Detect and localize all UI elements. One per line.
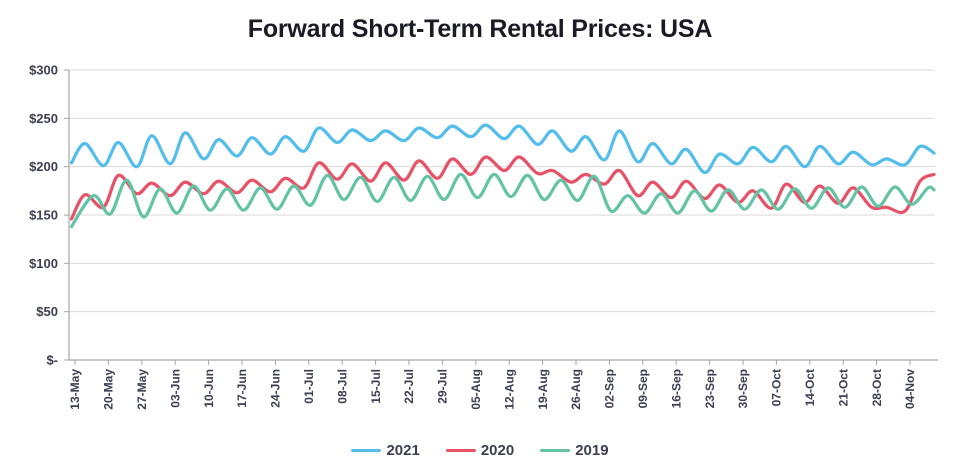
x-tick-label: 09-Sep [636, 369, 650, 408]
x-tick-label: 07-Oct [770, 369, 784, 406]
x-tick-label: 20-May [102, 369, 116, 410]
x-tick-label: 15-Jul [369, 369, 383, 404]
x-tick-label: 14-Oct [803, 369, 817, 406]
x-tick-label: 26-Aug [569, 369, 583, 410]
series-line-2021 [69, 123, 936, 175]
x-tick-label: 17-Jun [235, 369, 249, 408]
y-tick-label: $100 [29, 256, 58, 271]
y-tick-label: $200 [29, 159, 58, 174]
x-tick-label: 23-Sep [703, 369, 717, 408]
x-tick-label: 02-Sep [603, 369, 617, 408]
y-tick-label: $250 [29, 111, 58, 126]
x-tick-label: 04-Nov [903, 369, 917, 409]
legend-swatch-2021 [351, 448, 382, 453]
y-tick-label: $150 [29, 208, 58, 223]
x-tick-label: 29-Jul [436, 369, 450, 404]
chart-title: Forward Short-Term Rental Prices: USA [247, 15, 713, 43]
x-tick-label: 12-Aug [502, 369, 516, 410]
x-tick-label: 01-Jul [302, 369, 316, 404]
x-tick-label: 13-May [68, 369, 82, 410]
x-tick-label: 05-Aug [469, 369, 483, 410]
x-tick-label: 03-Jun [168, 369, 182, 408]
legend-label-2019: 2019 [575, 442, 609, 459]
x-tick-label: 16-Sep [669, 369, 683, 408]
x-tick-label: 22-Jul [402, 369, 416, 404]
legend-label-2020: 2020 [480, 442, 515, 459]
y-tick-label: $50 [36, 304, 58, 319]
x-tick-label: 19-Aug [536, 369, 550, 410]
x-tick-label: 08-Jul [335, 369, 349, 404]
y-tick-label: $300 [29, 63, 58, 78]
legend-item-2021: 2021 [351, 442, 420, 459]
series-line-2020 [69, 155, 936, 221]
series-line-2019 [69, 172, 936, 229]
x-tick-label: 28-Oct [870, 369, 884, 406]
legend-swatch-2019 [540, 448, 571, 453]
x-tick-label: 27-May [135, 369, 149, 410]
x-tick-label: 21-Oct [836, 369, 850, 406]
legend: 2021 2020 2019 [0, 442, 960, 459]
x-tick-label: 24-Jun [269, 369, 283, 408]
x-tick-label: 30-Sep [736, 369, 750, 408]
y-tick-label: $- [46, 353, 58, 368]
legend-item-2019: 2019 [540, 442, 609, 459]
legend-label-2021: 2021 [386, 442, 420, 459]
x-tick-label: 10-Jun [202, 369, 216, 408]
legend-swatch-2020 [445, 448, 476, 453]
legend-item-2020: 2020 [445, 442, 515, 459]
